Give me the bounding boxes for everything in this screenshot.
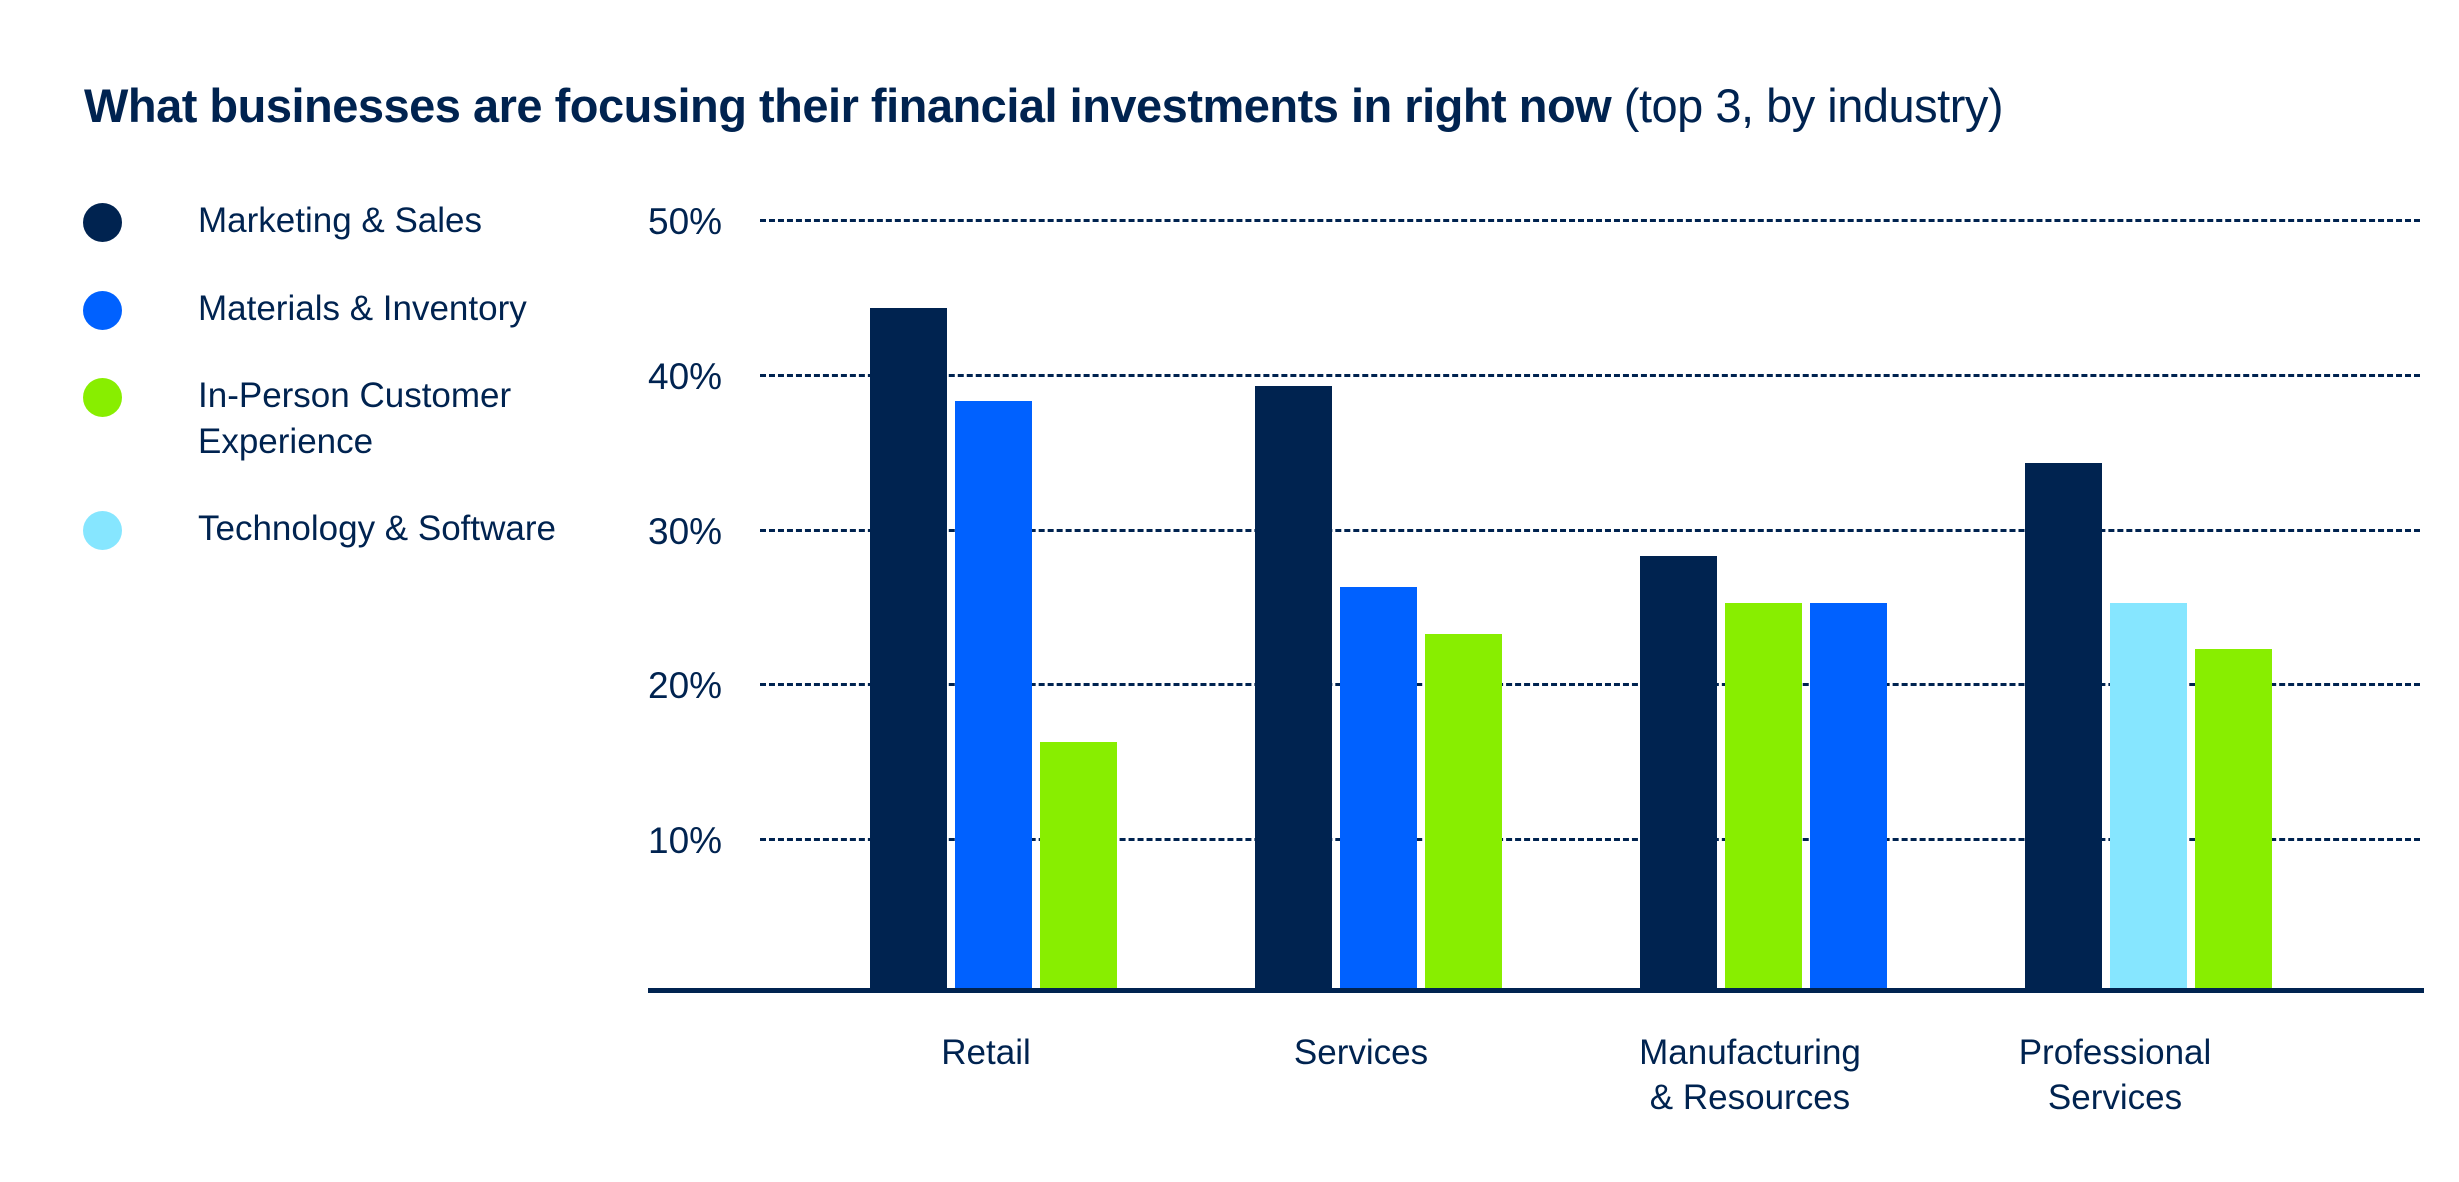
chart-title-subtitle: (top 3, by industry) [1611, 79, 2004, 132]
legend-label: Marketing & Sales [198, 201, 483, 240]
legend-label: Technology & Software [198, 509, 556, 548]
chart-title-main: What businesses are focusing their finan… [84, 79, 1612, 132]
legend-dot-icon [83, 203, 122, 242]
legend-dot-icon [83, 378, 122, 417]
legend-dot-icon [83, 291, 122, 330]
bar-professional-services-marketing-sales [2025, 463, 2102, 990]
legend-item-materials-inventory: Materials & Inventory [83, 289, 603, 332]
bar-retail-in-person-customer-experience [1040, 742, 1117, 990]
x-label-professional-services: Professional Services [2018, 1033, 2212, 1117]
gridline-50 [760, 219, 2420, 222]
gridline-20 [760, 683, 2420, 686]
bar-retail-marketing-sales [870, 308, 947, 990]
legend-label: Materials & Inventory [198, 289, 527, 328]
y-tick-20: 20% [648, 665, 723, 706]
bar-services-marketing-sales [1255, 385, 1332, 990]
chart-title: What businesses are focusing their finan… [84, 78, 2004, 133]
bar-manufacturing-resources-in-person-customer-experience [1725, 602, 1802, 990]
y-tick-40: 40% [648, 356, 723, 397]
y-tick-10: 10% [648, 820, 723, 861]
bar-retail-materials-inventory [955, 401, 1032, 990]
legend-item-technology-software: Technology & Software [83, 509, 603, 552]
legend-dot-icon [83, 511, 122, 550]
x-label-services: Services [1293, 1033, 1429, 1072]
y-tick-50: 50% [648, 201, 723, 242]
legend-item-marketing-sales: Marketing & Sales [83, 201, 603, 244]
bar-professional-services-technology-software [2110, 602, 2187, 990]
bar-services-materials-inventory [1340, 587, 1417, 990]
gridline-30 [760, 529, 2420, 532]
x-axis-line [648, 988, 2424, 993]
gridline-10 [760, 838, 2420, 841]
bar-services-in-person-customer-experience [1425, 633, 1502, 990]
bar-professional-services-in-person-customer-experience [2195, 649, 2272, 990]
x-label-manufacturing-resources: Manufacturing & Resources [1639, 1033, 1861, 1117]
legend-item-in-person-customer-experience: In-Person Customer Experience [83, 376, 603, 465]
y-tick-30: 30% [648, 511, 723, 552]
bar-manufacturing-resources-materials-inventory [1810, 602, 1887, 990]
x-label-retail: Retail [941, 1033, 1031, 1072]
legend-label: In-Person Customer Experience [198, 376, 512, 461]
bar-manufacturing-resources-marketing-sales [1640, 556, 1717, 990]
gridline-40 [760, 374, 2420, 377]
